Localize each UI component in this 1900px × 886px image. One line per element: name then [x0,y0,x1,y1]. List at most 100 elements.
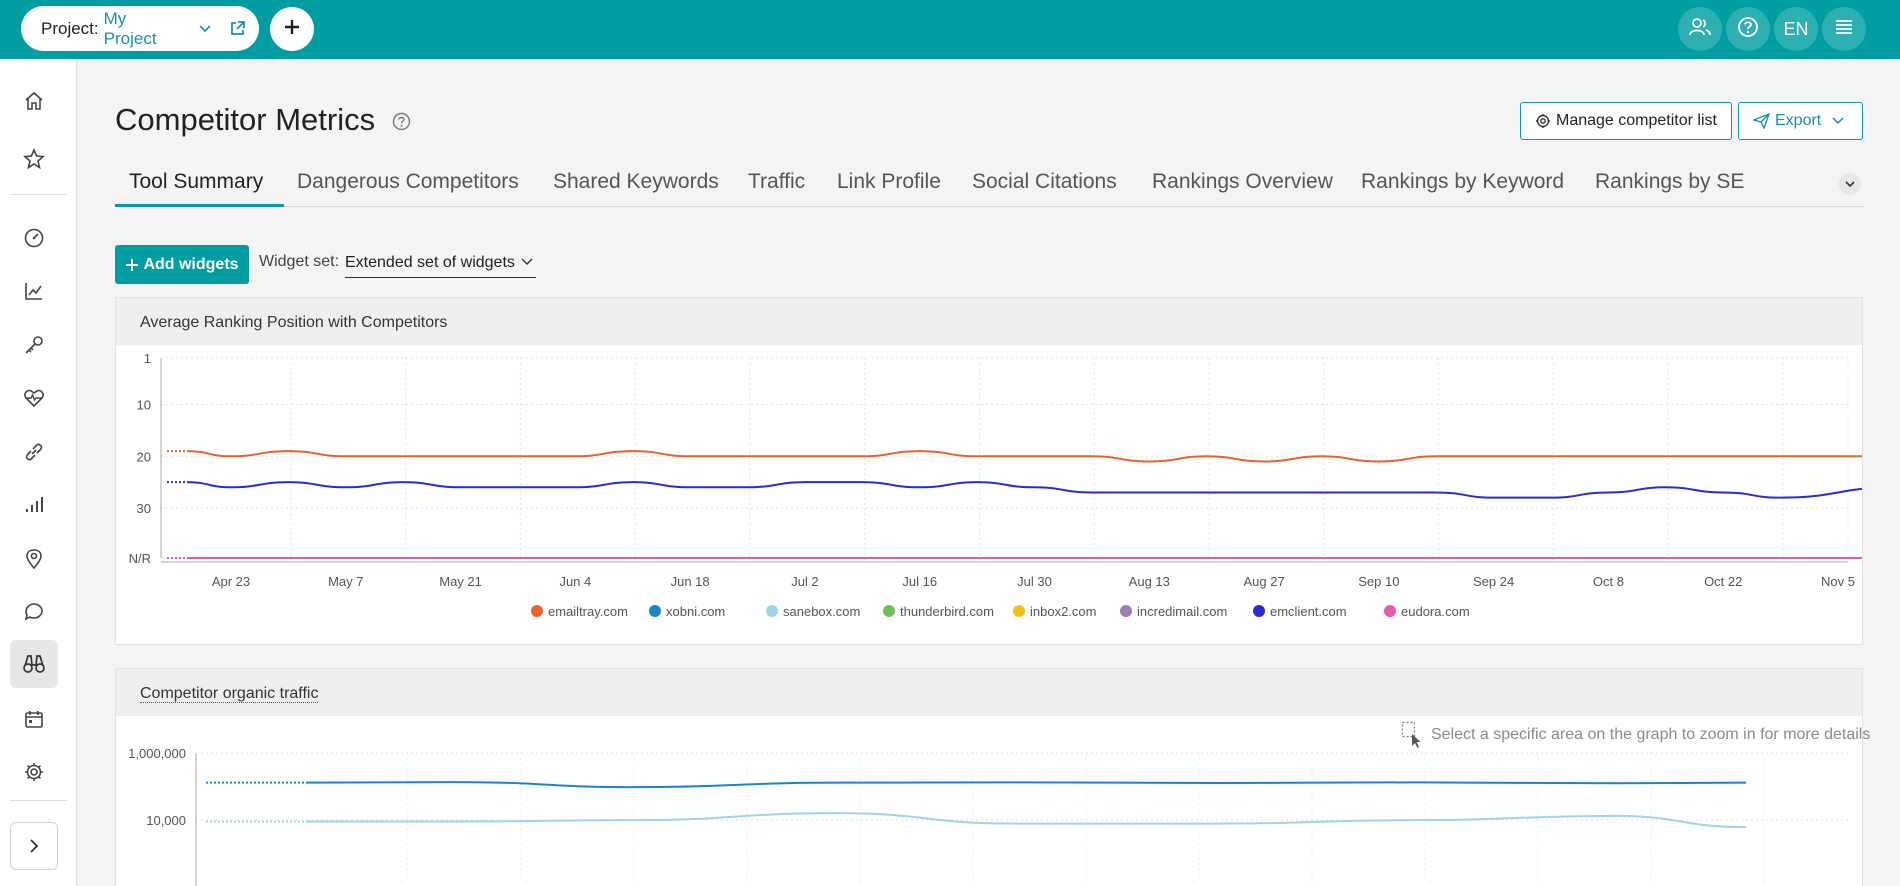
x-tick-label: Oct 22 [1704,574,1742,589]
legend-item: eudora.com [1401,604,1470,619]
x-tick-label: Sep 10 [1358,574,1399,589]
more-tabs-button[interactable] [1839,173,1861,195]
sidebar-item-favorites[interactable] [10,135,58,183]
language-button[interactable]: EN [1774,7,1818,51]
sidebar-item-dashboard[interactable] [10,214,58,262]
sidebar-divider [10,800,67,801]
x-tick-label: Aug 27 [1243,574,1284,589]
line-chart-icon [25,283,42,300]
x-tick-label: Apr 23 [212,574,250,589]
x-tick-label: May 7 [328,574,363,589]
sidebar-item-home[interactable] [10,77,58,125]
series-line [305,781,1747,789]
y-tick-label: 1,000,000 [128,746,186,761]
sidebar-item-social[interactable] [10,588,58,636]
gear-icon [25,763,43,781]
help-icon[interactable] [392,112,411,131]
legend-item: incredimail.com [1137,604,1227,619]
y-tick-label: N/R [129,551,151,566]
project-selector[interactable]: Project: My Project [21,6,259,51]
legend-marker [766,605,778,617]
ranking-chart[interactable]: 1 10 20 30 N/R Apr 23 May 7 May 21 Jun 4 Jun 18 Ju… [116,345,1862,644]
traffic-chart[interactable]: 1,000,000 10,000 [116,716,1862,886]
add-widgets-button[interactable]: Add widgets [115,245,249,284]
health-icon [24,389,44,408]
legend-marker [649,605,661,617]
chevron-down-icon [1832,117,1844,125]
gear-icon [1536,114,1550,128]
legend-item: emclient.com [1270,604,1347,619]
star-icon [23,148,45,170]
sidebar-item-settings[interactable] [10,748,58,796]
sidebar [0,59,77,886]
series-line [186,481,1862,499]
tab-link-profile[interactable]: Link Profile [837,170,941,193]
manage-competitors-button[interactable]: Manage competitor list [1520,102,1732,140]
location-icon [26,549,42,570]
sidebar-item-reports[interactable] [10,481,58,529]
widget-set-value: Extended set of widgets [345,254,515,271]
x-tick-label: Aug 13 [1129,574,1170,589]
tab-rankings-by-se[interactable]: Rankings by SE [1595,170,1745,193]
sidebar-item-rank-tracking[interactable] [10,267,58,315]
x-tick-label: Sep 24 [1473,574,1514,589]
series-line [186,450,1862,463]
tab-rankings-overview[interactable]: Rankings Overview [1152,170,1333,193]
zoom-hint: Select a specific area on the graph to z… [1401,721,1870,749]
top-bar: Project: My Project EN [0,0,1900,59]
legend-item: inbox2.com [1030,604,1096,619]
legend-marker [531,605,543,617]
plus-icon [126,258,139,271]
tab-shared-keywords[interactable]: Shared Keywords [553,170,719,193]
help-button[interactable] [1726,7,1770,51]
x-tick-label: May 21 [439,574,482,589]
legend-marker [1253,605,1265,617]
bar-chart-icon [26,497,43,512]
add-project-button[interactable] [270,7,314,51]
y-tick-label: 1 [144,351,151,366]
sidebar-item-site-audit[interactable] [10,374,58,422]
widget-set-select[interactable]: Extended set of widgets [345,251,536,278]
tab-rankings-by-keyword[interactable]: Rankings by Keyword [1361,170,1565,193]
legend-item: emailtray.com [548,604,628,619]
sidebar-item-backlinks[interactable] [10,428,58,476]
chevron-down-icon[interactable] [195,19,215,39]
tab-tool-summary[interactable]: Tool Summary [129,170,264,193]
y-tick-label: 20 [137,449,151,464]
plus-icon [282,17,302,42]
export-button[interactable]: Export [1738,102,1863,140]
widget-title[interactable]: Competitor organic traffic [116,669,1862,716]
link-icon [25,443,43,461]
sidebar-item-calendar[interactable] [10,695,58,743]
language-label: EN [1783,18,1809,39]
sidebar-item-keywords[interactable] [10,321,58,369]
sidebar-item-competitors[interactable] [10,640,58,688]
x-tick-label: Jul 30 [1017,574,1052,589]
external-link-icon[interactable] [227,19,247,39]
tab-traffic[interactable]: Traffic [748,170,806,193]
key-icon [25,336,43,354]
menu-button[interactable] [1822,7,1866,51]
gauge-icon [24,228,44,248]
users-button[interactable] [1678,7,1722,51]
tab-social-citations[interactable]: Social Citations [972,170,1117,193]
x-tick-label: Jun 18 [671,574,710,589]
x-tick-label: Jul 2 [791,574,818,589]
manage-competitors-label: Manage competitor list [1556,112,1717,129]
plot-frame [160,357,1849,559]
users-icon [1689,17,1711,42]
chevron-right-icon [30,839,39,853]
tab-dangerous-competitors[interactable]: Dangerous Competitors [297,170,519,193]
project-name[interactable]: My Project [103,8,157,48]
export-label: Export [1775,112,1822,129]
y-tick-label: 30 [137,501,151,516]
sidebar-expand-button[interactable] [10,822,58,870]
legend-marker [1013,605,1025,617]
active-tab-indicator [115,204,284,207]
menu-icon [1834,19,1854,40]
sidebar-item-local[interactable] [10,535,58,583]
page-title: Competitor Metrics [115,102,376,137]
legend-marker [1120,605,1132,617]
zoom-hint-text: Select a specific area on the graph to z… [1431,726,1871,743]
y-tick-label: 10,000 [146,813,186,828]
